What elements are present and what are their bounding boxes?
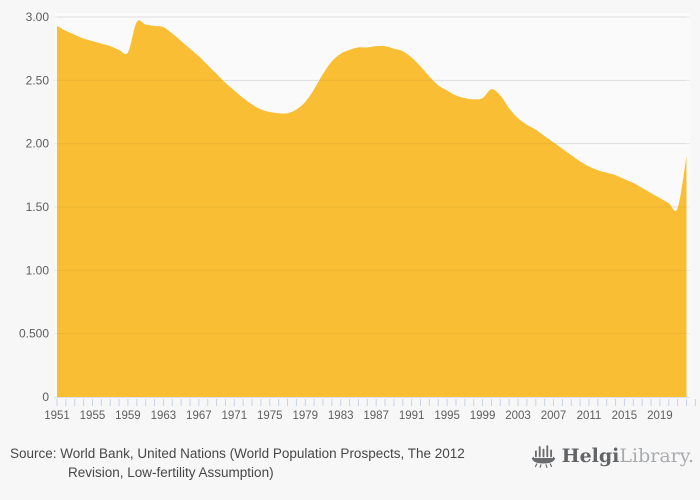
svg-text:1987: 1987 [363,410,389,422]
ship-bar-chart-icon [530,442,557,469]
svg-text:1963: 1963 [151,410,177,422]
svg-text:1979: 1979 [292,410,318,422]
svg-text:1975: 1975 [257,410,283,422]
source-note: Source: World Bank, United Nations (Worl… [10,444,488,482]
source-prefix: Source: [10,446,57,461]
svg-text:1999: 1999 [470,410,496,422]
svg-text:1983: 1983 [328,410,354,422]
svg-text:2011: 2011 [577,410,602,422]
svg-text:1951: 1951 [44,410,70,422]
svg-text:0.500: 0.500 [19,327,49,341]
svg-text:2007: 2007 [541,410,567,422]
svg-text:0: 0 [42,390,49,404]
logo-text-library: Library. [619,444,694,467]
svg-text:1.50: 1.50 [26,200,50,214]
helgi-library-logo[interactable]: HelgiLibrary. [530,442,694,469]
svg-text:2015: 2015 [612,410,638,422]
svg-text:1967: 1967 [186,410,212,422]
svg-text:1955: 1955 [80,410,106,422]
svg-text:1.00: 1.00 [26,263,50,277]
logo-text-helgi: Helgi [561,444,620,467]
fertility-area-chart: 0 0.500 1.00 1.50 2.00 2.50 3.00 1951 1955 1959 19… [19,10,696,422]
svg-text:2003: 2003 [505,410,531,422]
svg-text:1971: 1971 [222,410,248,422]
svg-text:3.00: 3.00 [26,10,50,24]
chart-footer: Source: World Bank, United Nations (Worl… [0,432,700,500]
svg-text:1959: 1959 [115,410,141,422]
svg-text:1991: 1991 [399,410,425,422]
svg-text:2.50: 2.50 [26,73,50,87]
logo-wordmark: HelgiLibrary. [562,445,694,467]
source-text: World Bank, United Nations (World Popula… [60,446,465,481]
svg-text:1995: 1995 [434,410,460,422]
svg-text:2.00: 2.00 [26,137,50,151]
svg-text:2019: 2019 [647,410,673,422]
area-chart-canvas: 0 0.500 1.00 1.50 2.00 2.50 3.00 1951 1955 1959 19… [19,10,696,422]
